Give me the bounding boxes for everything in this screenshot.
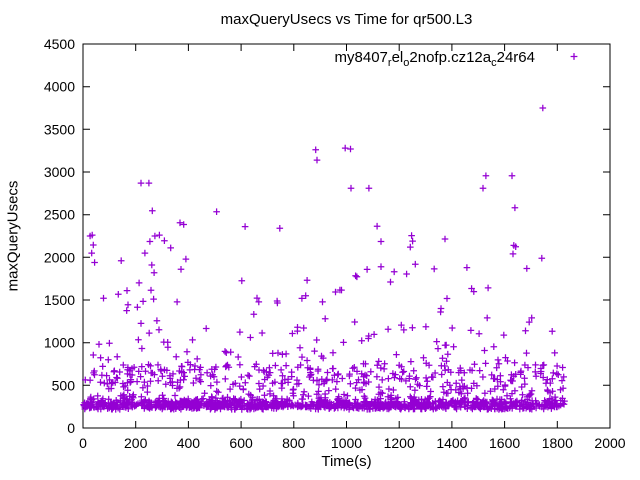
y-tick-label: 3000 bbox=[44, 164, 75, 180]
x-tick-label: 200 bbox=[124, 435, 148, 451]
x-tick-label: 1600 bbox=[489, 435, 520, 451]
y-tick-label: 2500 bbox=[44, 207, 75, 223]
x-tick-label: 600 bbox=[229, 435, 253, 451]
x-tick-label: 800 bbox=[282, 435, 306, 451]
y-tick-label: 3500 bbox=[44, 121, 75, 137]
axes-frame bbox=[82, 43, 611, 429]
y-tick-label: 4000 bbox=[44, 79, 75, 95]
x-tick-label: 2000 bbox=[594, 435, 625, 451]
x-axis-label: Time(s) bbox=[321, 453, 372, 470]
x-tick-label: 1400 bbox=[436, 435, 467, 451]
x-tick-label: 1800 bbox=[542, 435, 573, 451]
data-points-dense-bands bbox=[80, 255, 568, 413]
x-tick-label: 400 bbox=[177, 435, 201, 451]
y-tick-label: 4500 bbox=[44, 36, 75, 52]
x-tick-label: 0 bbox=[79, 435, 87, 451]
x-tick-label: 1000 bbox=[331, 435, 362, 451]
legend-marker-plus-icon bbox=[570, 53, 578, 60]
y-tick-label: 1500 bbox=[44, 292, 75, 308]
legend-label: my8407relo2nofp.cz12ac24r64 bbox=[335, 49, 535, 69]
y-tick-label: 0 bbox=[67, 420, 75, 436]
chart-title: maxQueryUsecs vs Time for qr500.L3 bbox=[220, 11, 473, 28]
y-tick-label: 1000 bbox=[44, 335, 75, 351]
y-tick-label: 2000 bbox=[44, 249, 75, 265]
x-tick-label: 1200 bbox=[384, 435, 415, 451]
y-axis-label: maxQueryUsecs bbox=[4, 180, 22, 292]
y-tick-label: 500 bbox=[52, 377, 76, 393]
data-points-outliers bbox=[86, 104, 547, 294]
